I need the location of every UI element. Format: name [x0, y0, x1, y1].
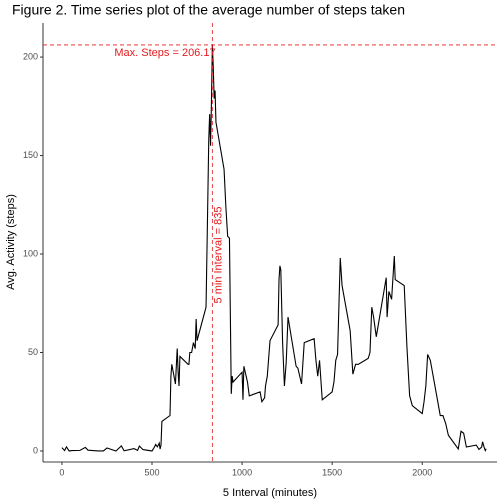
- y-tick-label: 100: [23, 248, 38, 258]
- x-tick-label: 1500: [322, 467, 342, 477]
- y-axis-label: Avg. Activity (steps): [5, 194, 17, 290]
- chart-title: Figure 2. Time series plot of the averag…: [12, 2, 405, 18]
- annotation: Max. Steps = 206.17: [114, 47, 215, 59]
- y-tick-label: 0: [33, 445, 38, 455]
- line: [61, 44, 487, 452]
- annotation: 5 min Interval = 835: [212, 207, 224, 304]
- x-tick-label: 0: [59, 467, 64, 477]
- x-tick-label: 1000: [232, 467, 252, 477]
- x-tick-label: 500: [144, 467, 159, 477]
- y-tick-label: 150: [23, 150, 38, 160]
- y-tick-label: 50: [28, 347, 38, 357]
- y-tick-label: 200: [23, 51, 38, 61]
- x-axis-label: 5 Interval (minutes): [223, 487, 317, 499]
- x-tick-label: 2000: [412, 467, 432, 477]
